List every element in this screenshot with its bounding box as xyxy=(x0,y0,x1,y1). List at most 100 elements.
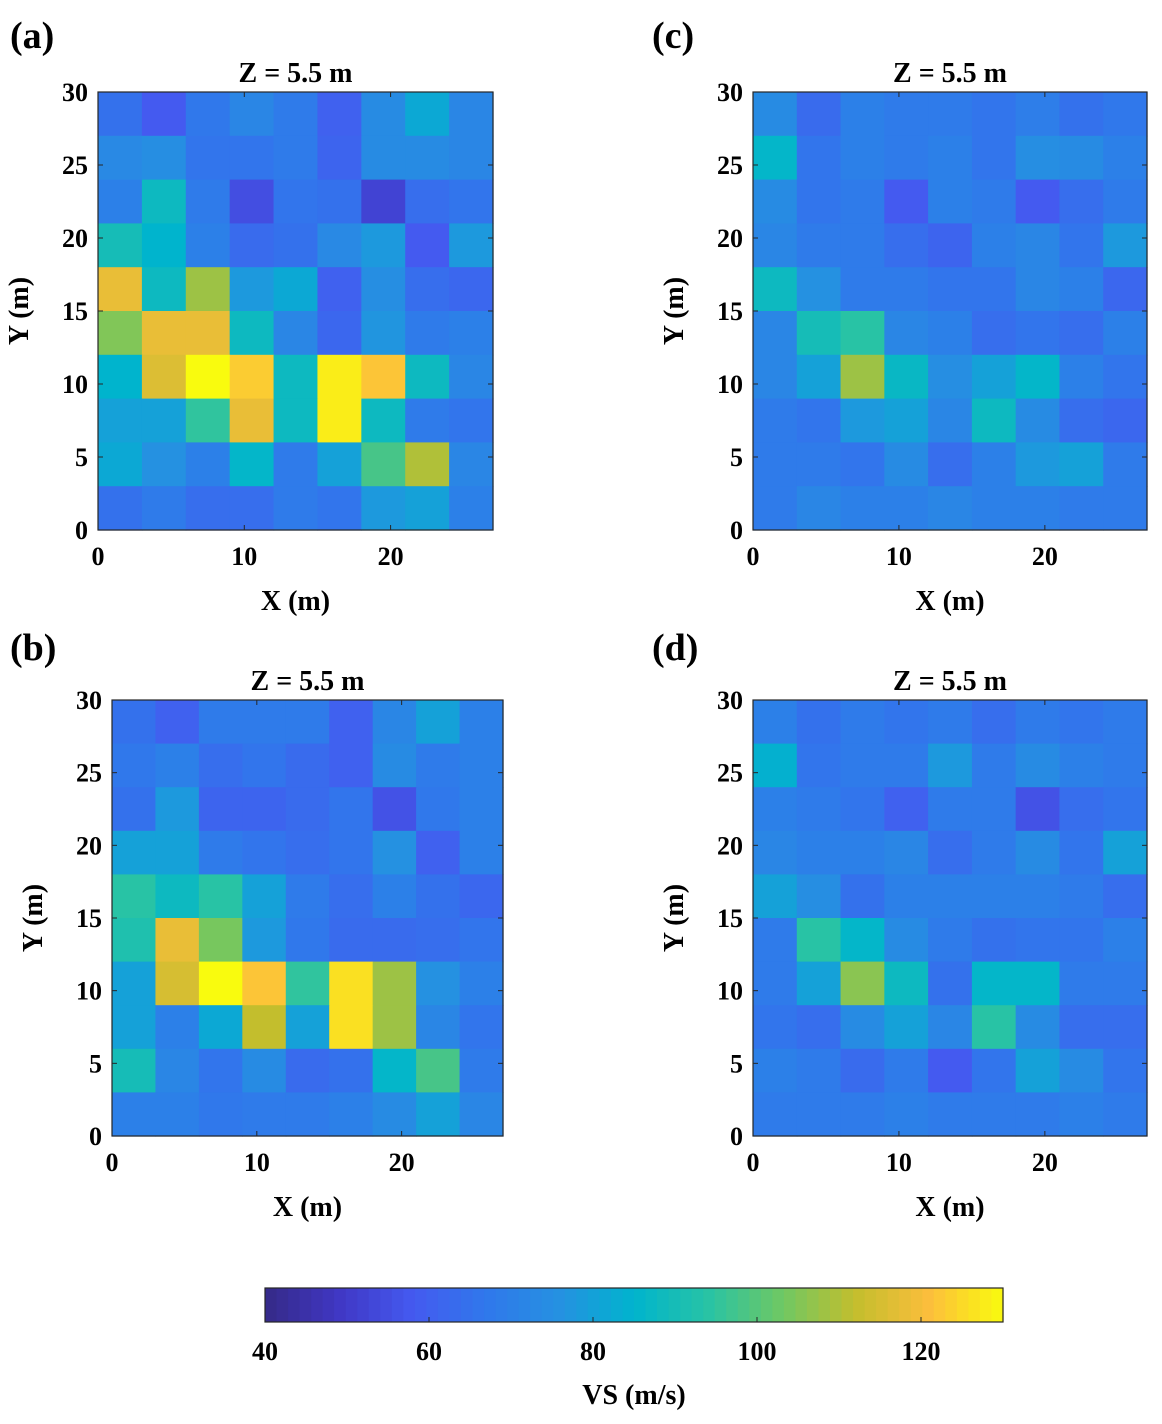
heatmap-cell xyxy=(141,311,187,356)
heatmap-cell xyxy=(884,1048,929,1093)
heatmap-cell xyxy=(753,1048,798,1093)
heatmap-cell xyxy=(242,830,287,875)
heatmap-cell xyxy=(229,135,275,181)
colorbar-swatch xyxy=(841,1288,854,1322)
heatmap-cell xyxy=(928,398,973,443)
y-tick-label: 20 xyxy=(76,831,102,860)
colorbar-swatch xyxy=(564,1288,577,1322)
panel-d: 0 10 20 0 5 10 15 20 25 30 Z = 5.5 m X (m) Y (m) (d) xyxy=(652,627,1148,1223)
heatmap-cell xyxy=(840,398,885,443)
heatmap-cell xyxy=(884,179,929,224)
colorbar-swatch xyxy=(680,1288,693,1322)
heatmap-cell xyxy=(155,918,200,963)
heatmap-cell xyxy=(796,700,842,745)
colorbar-swatch xyxy=(599,1288,612,1322)
heatmap-cell xyxy=(1103,1048,1148,1093)
heatmap-cell xyxy=(449,267,494,312)
heatmap-cell xyxy=(971,874,1017,919)
heatmap-cell xyxy=(928,874,973,919)
colorbar-swatch xyxy=(749,1288,762,1322)
heatmap-cell xyxy=(273,486,319,531)
heatmap-cell xyxy=(753,135,798,181)
heatmap-cell xyxy=(1103,961,1148,1006)
panel-title: Z = 5.5 m xyxy=(893,666,1007,697)
heatmap-cell xyxy=(141,179,187,224)
x-axis-label: X (m) xyxy=(261,586,330,617)
heatmap-cell xyxy=(416,961,461,1006)
heatmap-cell xyxy=(1059,486,1104,531)
heatmap-cell xyxy=(840,874,885,919)
heatmap-cell xyxy=(329,1092,374,1137)
heatmap-cell xyxy=(796,830,842,875)
heatmap-cell xyxy=(1015,92,1061,137)
heatmap-cell xyxy=(449,179,494,224)
heatmap-cell xyxy=(112,1092,157,1137)
heatmap-cell xyxy=(416,830,461,875)
heatmap-cell xyxy=(884,92,929,137)
colorbar-swatch xyxy=(645,1288,658,1322)
y-tick-label: 0 xyxy=(75,516,88,545)
heatmap-cell xyxy=(155,787,200,832)
heatmap-cell xyxy=(928,442,973,487)
heatmap-cell xyxy=(273,179,319,224)
heatmap-cell xyxy=(753,787,798,832)
colorbar-swatch xyxy=(853,1288,866,1322)
colorbar-swatch xyxy=(541,1288,554,1322)
panel-title: Z = 5.5 m xyxy=(239,58,353,89)
heatmap-cell xyxy=(1015,135,1061,181)
heatmap-cell xyxy=(1015,442,1061,487)
heatmap-cell xyxy=(753,354,798,400)
heatmap-cell xyxy=(928,92,973,137)
x-tick-label: 20 xyxy=(378,542,404,571)
heatmap-cell xyxy=(1015,787,1061,832)
heatmap-cell xyxy=(185,311,231,356)
heatmap-cell xyxy=(449,442,494,487)
heatmap-cell xyxy=(884,874,929,919)
colorbar-swatch xyxy=(449,1288,462,1322)
heatmap-cell xyxy=(273,92,319,137)
heatmap-cell xyxy=(198,1092,243,1137)
heatmap-cell xyxy=(840,1005,885,1050)
colorbar-swatch xyxy=(437,1288,451,1322)
colorbar-swatch xyxy=(818,1288,831,1322)
heatmap-cell xyxy=(198,830,243,875)
x-axis-label: X (m) xyxy=(273,1192,342,1223)
y-tick-label: 20 xyxy=(717,831,743,860)
heatmap-cell xyxy=(796,398,842,443)
heatmap-cell xyxy=(372,1048,417,1093)
heatmap-cell xyxy=(928,743,973,788)
heatmap-cell xyxy=(459,830,504,875)
colorbar-swatch xyxy=(311,1288,324,1322)
y-tick-label: 10 xyxy=(717,977,743,1006)
heatmap-cell xyxy=(928,1048,973,1093)
heatmap-cell xyxy=(971,179,1017,224)
colorbar-swatch xyxy=(530,1288,543,1322)
heatmap-cell xyxy=(1059,787,1104,832)
y-tick-label: 5 xyxy=(75,443,88,472)
heatmap-cell xyxy=(112,743,157,788)
panel-letter: (d) xyxy=(652,627,698,669)
heatmap-cell xyxy=(185,267,231,312)
y-tick-label: 0 xyxy=(730,516,743,545)
heatmap-cell xyxy=(840,830,885,875)
heatmap-cell xyxy=(884,1092,929,1137)
heatmap-cell xyxy=(796,486,842,531)
heatmap-cell xyxy=(405,311,450,356)
heatmap-cell xyxy=(459,1005,504,1050)
heatmap-cell xyxy=(459,874,504,919)
heatmap-cell xyxy=(928,700,973,745)
heatmap-cell xyxy=(1059,1048,1104,1093)
heatmap-cell xyxy=(416,918,461,963)
heatmap-cell xyxy=(1015,354,1061,400)
y-axis-label: Y (m) xyxy=(659,277,690,345)
heatmap-cell xyxy=(884,398,929,443)
heatmap-cell xyxy=(198,743,243,788)
heatmap-cell xyxy=(229,442,275,487)
y-tick-label: 30 xyxy=(717,78,743,107)
heatmap-cell xyxy=(753,743,798,788)
heatmap-cell xyxy=(884,743,929,788)
heatmap-cell xyxy=(753,223,798,268)
heatmap-cell xyxy=(1103,179,1148,224)
heatmap-cell xyxy=(242,1092,287,1137)
heatmap-cell xyxy=(416,874,461,919)
